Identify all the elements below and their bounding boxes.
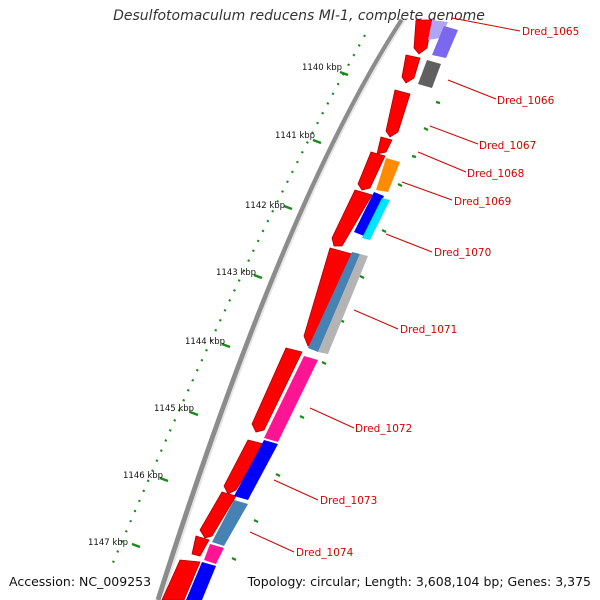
gene-label[interactable]: Dred_1065 <box>522 26 579 38</box>
kbp-label: 1143 kbp <box>216 268 256 278</box>
gene-cyan <box>362 198 390 240</box>
gene-label[interactable]: Dred_1067 <box>479 140 536 152</box>
kbp-label: 1144 kbp <box>185 337 225 347</box>
accession-text: Accession: NC_009253 <box>9 574 152 589</box>
kbp-tick <box>339 70 349 77</box>
forward-gene <box>357 151 386 191</box>
gene-magenta <box>204 544 224 564</box>
kbp-tick <box>189 410 199 417</box>
kbp-label: 1140 kbp <box>302 63 342 73</box>
forward-gene <box>251 347 303 433</box>
kbp-tick <box>159 476 169 483</box>
gene-label[interactable]: Dred_1070 <box>434 247 491 259</box>
gene-label[interactable]: Dred_1068 <box>467 168 524 180</box>
reverse-strand-genes <box>186 20 458 600</box>
gene-steelblue <box>308 252 360 352</box>
topology-text: Topology: circular; Length: 3,608,104 bp… <box>247 574 591 589</box>
kbp-tick <box>312 138 322 145</box>
kbp-tick <box>283 204 293 211</box>
map-title: Desulfotomaculum reducens MI-1, complete… <box>113 8 485 24</box>
gene-label[interactable]: Dred_1066 <box>497 95 555 107</box>
gene-label[interactable]: Dred_1073 <box>320 495 377 507</box>
forward-gene <box>191 535 210 557</box>
gene-steelblue <box>212 500 248 546</box>
forward-gene <box>331 189 373 247</box>
forward-gene <box>401 54 421 84</box>
gene-lavender <box>428 20 448 40</box>
backbone-arc <box>155 18 405 600</box>
forward-gene <box>413 19 433 55</box>
gene-lavender <box>432 26 458 58</box>
gene-silver <box>318 254 368 354</box>
gene-blue <box>354 192 384 236</box>
gene-label[interactable]: Dred_1071 <box>400 324 457 336</box>
kbp-label: 1146 kbp <box>123 471 163 481</box>
gene-label[interactable]: Dred_1072 <box>355 423 412 435</box>
kbp-tick <box>131 542 141 549</box>
kbp-label: 1142 kbp <box>245 201 285 211</box>
forward-gene <box>376 136 393 155</box>
gene-blue <box>186 562 216 600</box>
gene-label[interactable]: Dred_1074 <box>296 547 354 559</box>
kbp-label: 1147 kbp <box>88 538 128 548</box>
gene-gray <box>418 60 441 88</box>
forward-gene <box>199 491 237 539</box>
gene-magenta <box>264 356 318 442</box>
kbp-tick <box>221 342 231 349</box>
gene-ticks <box>231 100 441 561</box>
gene-blue <box>234 440 278 500</box>
kbp-tick <box>253 273 263 280</box>
kbp-label: 1145 kbp <box>154 404 194 414</box>
kbp-label: 1141 kbp <box>275 131 315 141</box>
forward-gene <box>385 89 411 138</box>
gene-orange <box>376 158 400 192</box>
backbone-arc-highlight <box>161 19 406 600</box>
forward-strand-genes <box>161 19 433 600</box>
forward-gene <box>223 439 265 495</box>
leader-lines <box>249 17 521 553</box>
gene-label[interactable]: Dred_1069 <box>454 196 511 208</box>
forward-gene <box>161 559 201 600</box>
kbp-ticks <box>131 70 349 549</box>
